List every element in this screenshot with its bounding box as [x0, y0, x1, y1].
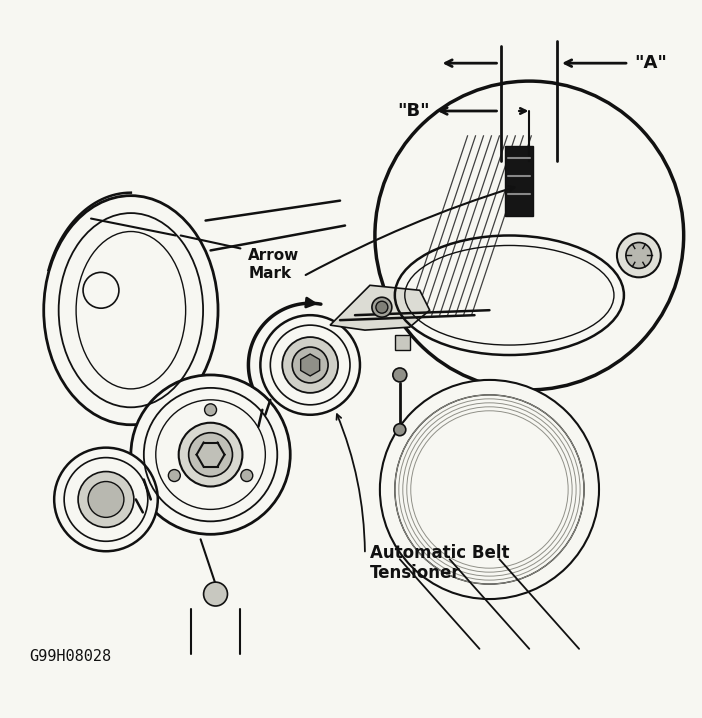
Circle shape	[168, 470, 180, 482]
Text: Tensioner: Tensioner	[370, 564, 461, 582]
Ellipse shape	[44, 195, 218, 425]
Text: G99H08028: G99H08028	[29, 649, 112, 664]
Circle shape	[372, 297, 392, 317]
Polygon shape	[395, 335, 410, 350]
Circle shape	[204, 404, 216, 416]
Circle shape	[292, 347, 328, 383]
Circle shape	[241, 470, 253, 482]
Circle shape	[189, 433, 232, 477]
Circle shape	[282, 337, 338, 393]
Circle shape	[617, 233, 661, 277]
Circle shape	[375, 81, 684, 390]
Circle shape	[376, 302, 388, 313]
Text: Automatic Belt: Automatic Belt	[370, 544, 510, 562]
Text: "A": "A"	[634, 54, 667, 73]
Polygon shape	[505, 146, 534, 215]
Circle shape	[131, 375, 290, 534]
Circle shape	[54, 447, 158, 551]
Circle shape	[260, 315, 360, 415]
Polygon shape	[330, 285, 430, 330]
Circle shape	[179, 423, 242, 487]
Polygon shape	[300, 354, 319, 376]
Circle shape	[88, 482, 124, 518]
Text: Arrow
Mark: Arrow Mark	[249, 248, 300, 281]
Circle shape	[380, 380, 599, 599]
Circle shape	[394, 424, 406, 436]
Circle shape	[626, 243, 651, 269]
Circle shape	[204, 582, 227, 606]
Circle shape	[78, 472, 134, 527]
Circle shape	[393, 368, 406, 382]
Text: "B": "B"	[397, 102, 430, 120]
